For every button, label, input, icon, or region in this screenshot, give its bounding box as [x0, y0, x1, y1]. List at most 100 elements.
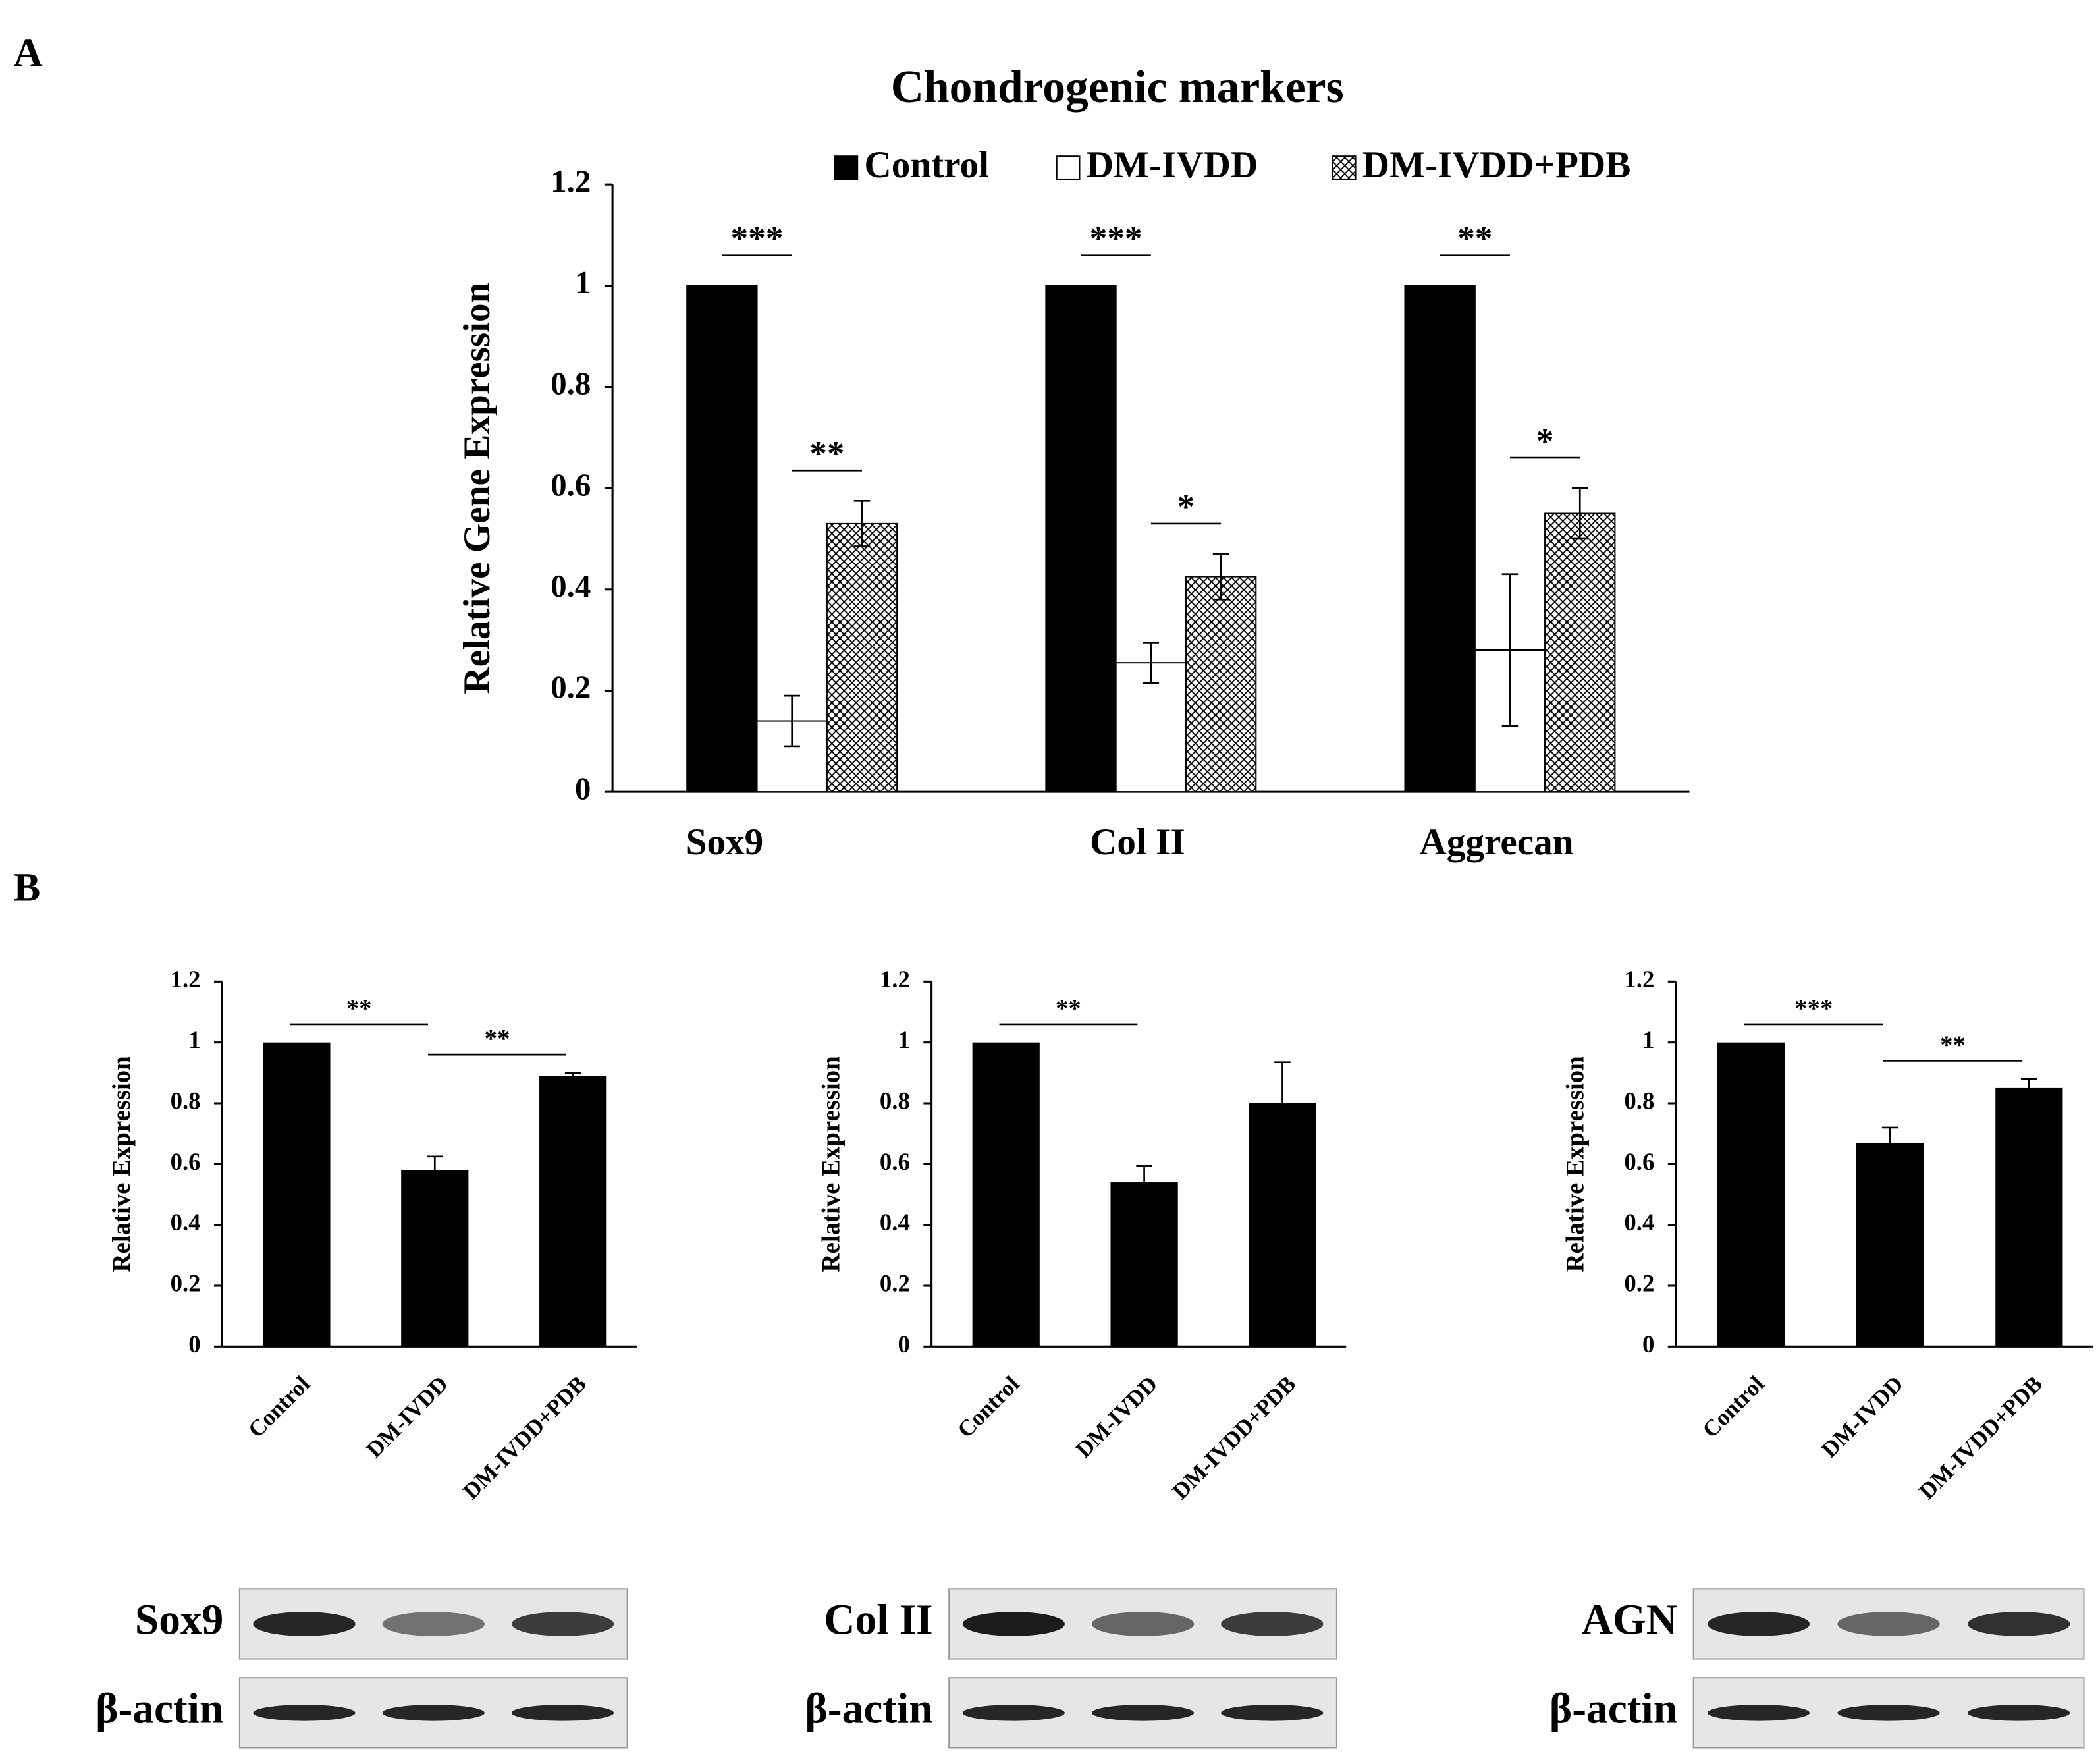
y-tick-label: 1.2 [880, 966, 910, 993]
legend-label: Control [864, 144, 989, 186]
y-tick-label: 0.6 [551, 466, 591, 503]
y-tick-label: 0.2 [880, 1269, 910, 1296]
bar [1045, 285, 1117, 793]
y-tick-label: 1 [188, 1026, 200, 1053]
legend-label: DM-IVDD [1087, 144, 1258, 186]
y-tick-label: 0.2 [1624, 1269, 1654, 1296]
x-tick-label: DM-IVDD+PDB [1167, 1371, 1301, 1504]
blot-band [1091, 1612, 1195, 1636]
y-tick-label: 0.6 [171, 1148, 201, 1175]
x-tick-label: Col II [1090, 821, 1185, 863]
y-tick-label: 0.8 [551, 366, 591, 402]
blot-band [382, 1705, 485, 1721]
significance-label: ** [485, 1025, 510, 1053]
bar [1995, 1087, 2063, 1347]
y-tick-label: 0 [898, 1331, 910, 1358]
x-tick-label: DM-IVDD+PDB [1914, 1371, 2047, 1504]
y-axis-label: Relative Expression [107, 1056, 136, 1272]
legend-swatch [1056, 155, 1081, 180]
blot-band [1837, 1612, 1940, 1636]
legend-swatch [1332, 155, 1357, 180]
blot-band [1967, 1612, 2070, 1636]
blot-label: β-actin [1549, 1685, 1677, 1732]
significance-label: ** [809, 435, 844, 473]
y-axis-label: Relative Expression [1561, 1056, 1590, 1272]
y-tick-label: 1 [575, 264, 591, 300]
y-tick-label: 0 [188, 1331, 200, 1358]
blot-band [253, 1612, 356, 1636]
bar [1717, 1042, 1785, 1347]
x-tick-label: Aggrecan [1419, 821, 1573, 863]
blot-band [382, 1612, 485, 1636]
bar [263, 1042, 331, 1347]
y-axis-label: Relative Gene Expression [456, 283, 498, 694]
y-tick-label: 0.6 [1624, 1148, 1654, 1175]
y-axis-label: Relative Expression [817, 1056, 845, 1272]
y-tick-label: 0.8 [171, 1087, 201, 1114]
blot-label: AGN [1582, 1596, 1677, 1643]
significance-label: *** [1090, 219, 1143, 258]
y-tick-label: 0.8 [1624, 1087, 1654, 1114]
x-tick-label: Control [1697, 1371, 1769, 1443]
y-tick-label: 0 [575, 770, 591, 806]
significance-label: ** [1457, 219, 1492, 258]
significance-label: *** [1794, 994, 1833, 1022]
x-tick-label: Sox9 [686, 821, 764, 863]
blot-band [962, 1612, 1065, 1636]
x-tick-label: DM-IVDD [1071, 1371, 1162, 1462]
x-tick-label: Control [243, 1371, 315, 1443]
y-tick-label: 1.2 [551, 163, 591, 199]
y-tick-label: 0.6 [880, 1148, 910, 1175]
blot-band [511, 1705, 614, 1721]
blot-band [1837, 1705, 1940, 1721]
bar [1856, 1143, 1924, 1347]
blot-band [962, 1705, 1065, 1721]
x-tick-label: DM-IVDD [1816, 1371, 1908, 1462]
bar [686, 285, 758, 793]
panel-label: A [13, 30, 42, 75]
blot-band [1967, 1705, 2070, 1721]
significance-label: * [1177, 488, 1195, 526]
y-tick-label: 0.4 [1624, 1209, 1654, 1236]
x-tick-label: DM-IVDD [361, 1371, 452, 1462]
y-tick-label: 1 [898, 1026, 910, 1053]
significance-label: ** [1940, 1031, 1966, 1059]
y-tick-label: 1 [1642, 1026, 1654, 1053]
blot-band [1091, 1705, 1195, 1721]
legend-label: DM-IVDD+PDB [1362, 144, 1631, 186]
blot-band [1707, 1612, 1810, 1636]
bar [401, 1170, 469, 1347]
y-tick-label: 0 [1642, 1331, 1654, 1358]
bar [1544, 512, 1616, 793]
blot-band [511, 1612, 614, 1636]
y-tick-label: 0.2 [551, 669, 591, 705]
blot-band [1707, 1705, 1810, 1721]
y-tick-label: 0.4 [171, 1209, 201, 1236]
chart-title: Chondrogenic markers [891, 62, 1344, 113]
bar [1404, 285, 1476, 793]
blot-band [1221, 1705, 1324, 1721]
blot-label: Col II [824, 1596, 932, 1643]
blot-label: Sox9 [135, 1596, 224, 1643]
significance-label: *** [731, 219, 784, 258]
bar [1110, 1182, 1178, 1347]
bar [539, 1076, 607, 1347]
blot-band [1221, 1612, 1324, 1636]
y-tick-label: 1.2 [1624, 966, 1654, 993]
significance-label: ** [346, 994, 372, 1022]
significance-label: ** [1056, 994, 1081, 1022]
y-tick-label: 0.8 [880, 1087, 910, 1114]
significance-label: * [1536, 422, 1554, 460]
y-tick-label: 0.4 [551, 568, 591, 604]
bar [826, 522, 898, 793]
bar [1185, 576, 1257, 793]
y-tick-label: 1.2 [171, 966, 201, 993]
blot-label: β-actin [95, 1685, 223, 1732]
x-tick-label: Control [952, 1371, 1024, 1443]
blot-label: β-actin [805, 1685, 932, 1732]
panel-label: B [13, 865, 40, 910]
y-tick-label: 0.4 [880, 1209, 910, 1236]
bar [972, 1042, 1040, 1347]
